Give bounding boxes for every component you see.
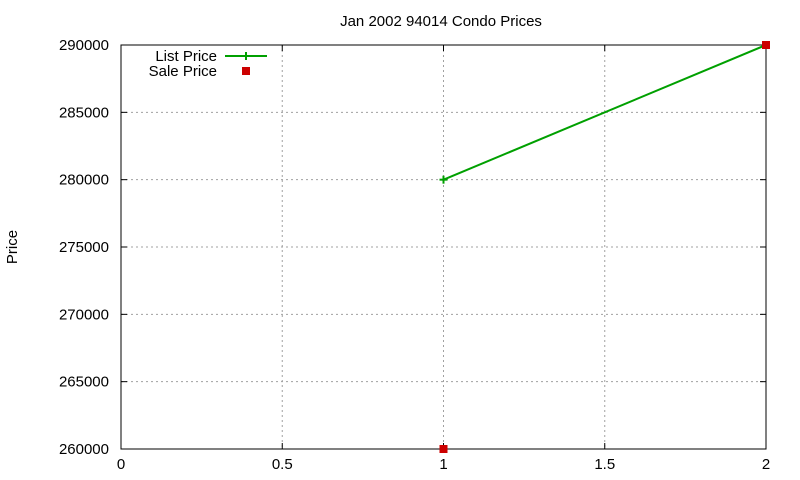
data-point-square [439,445,448,453]
axis-ticks: 0 0.5 1 1.5 2 260000 265000 270000 275000 280000 2… [59,37,770,473]
series-line [443,44,767,181]
y-tick-label: 270000 [59,306,109,323]
legend-label: Sale Price [149,63,217,80]
y-axis-label: Price [4,230,21,264]
y-tick-label: 290000 [59,37,109,54]
x-tick-label: 0.5 [272,456,293,473]
legend-label: List Price [155,48,217,65]
grid-lines [121,45,766,449]
data-point-square [762,41,770,49]
y-tick-label: 275000 [59,239,109,256]
series-list-price [439,41,770,184]
y-tick-label: 265000 [59,374,109,391]
series-layer [439,41,770,453]
x-tick-label: 1.5 [594,456,615,473]
y-tick-label: 260000 [59,441,109,458]
legend-marker-plus [242,52,250,60]
legend-item: List Price [155,48,267,65]
y-tick-label: 285000 [59,104,109,121]
chart-title: Jan 2002 94014 Condo Prices [340,13,542,30]
data-point-plus [439,175,448,184]
x-tick-label: 1 [439,456,447,473]
y-tick-label: 280000 [59,172,109,189]
legend-marker-square [242,67,250,75]
x-tick-label: 2 [762,456,770,473]
series-sale-price [439,41,770,453]
legend-item: Sale Price [149,63,250,80]
x-tick-label: 0 [117,456,125,473]
